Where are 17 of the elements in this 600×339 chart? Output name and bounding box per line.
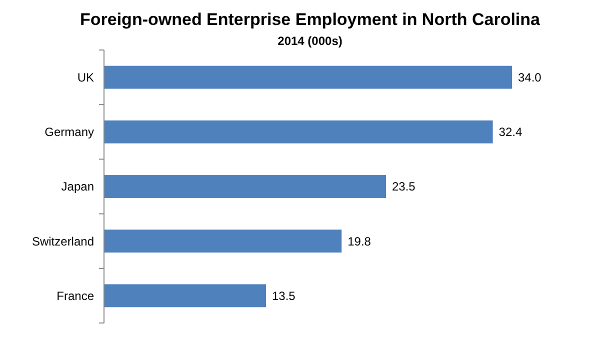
data-label: 19.8 — [348, 234, 372, 248]
y-tick-label: Germany — [44, 125, 94, 140]
bar — [104, 66, 512, 89]
bar — [104, 175, 386, 198]
data-label: 13.5 — [272, 288, 296, 303]
y-tick-label: Japan — [61, 180, 94, 194]
data-label: 34.0 — [518, 70, 542, 84]
y-tick-label: Switzerland — [32, 234, 94, 248]
data-label: 32.4 — [498, 125, 522, 140]
bar — [104, 120, 493, 144]
y-tick-label: France — [56, 288, 94, 303]
chart-subtitle: 2014 (000s) — [278, 34, 342, 48]
y-tick-label: UK — [77, 70, 94, 84]
bar — [104, 284, 266, 308]
data-label: 23.5 — [392, 180, 416, 194]
bar — [104, 230, 342, 253]
chart-title: Foreign-owned Enterprise Employment in North Carolina — [80, 10, 541, 29]
